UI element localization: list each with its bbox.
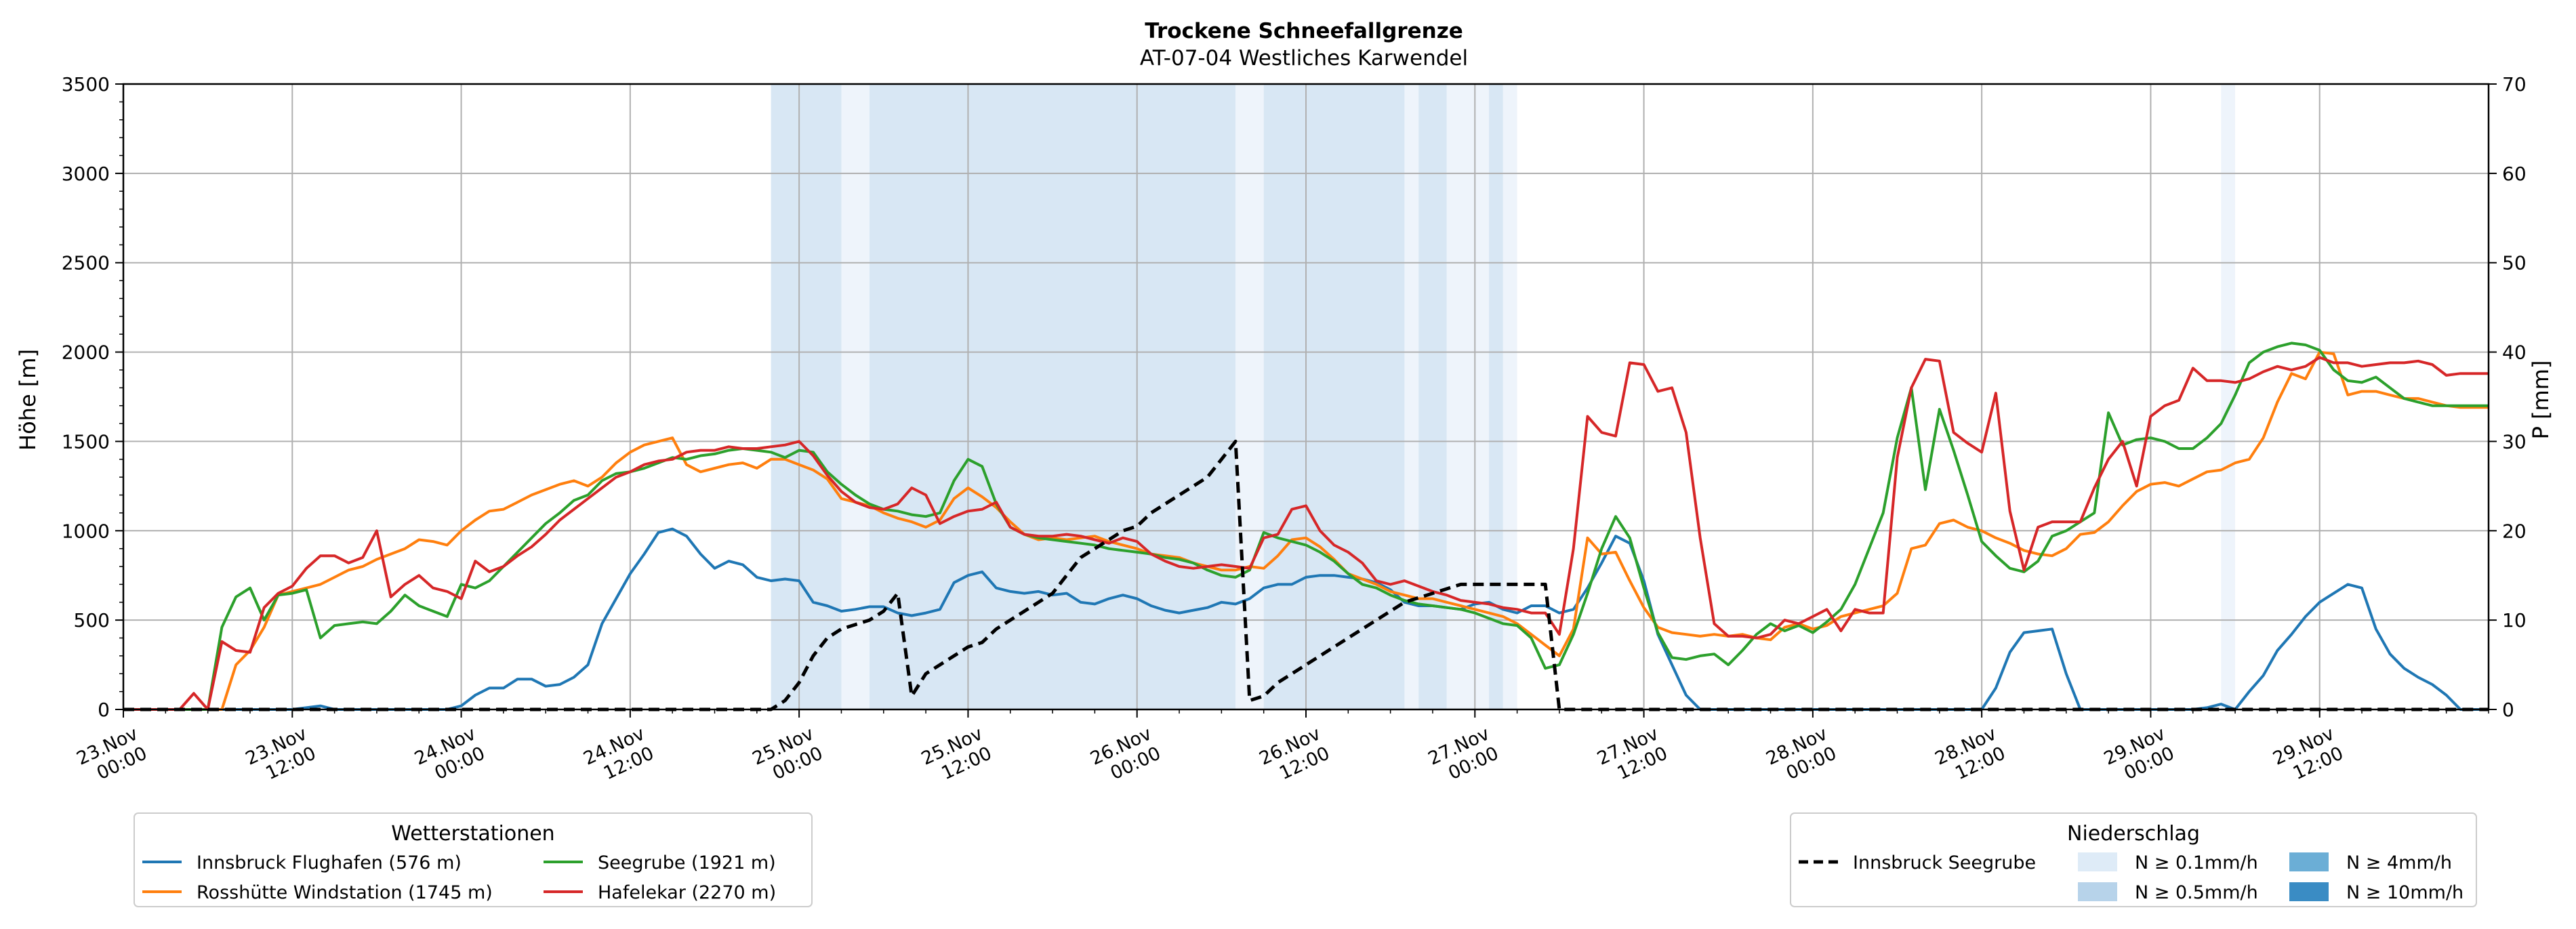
chart-title: Trockene Schneefallgrenze (1145, 19, 1463, 43)
y2-tick-label-5: 50 (2502, 252, 2527, 274)
legend-precip-title: Niederschlag (2067, 822, 2200, 846)
series-line-2 (123, 342, 2489, 711)
precipitation-bands (771, 84, 2236, 709)
precip-band-1 (841, 84, 870, 709)
y-tick-label-1: 500 (74, 609, 110, 632)
legend-precipitation: Niederschlag Innsbruck Seegrube N ≥ 0.1m… (1790, 812, 2477, 907)
y2-tick-label-2: 20 (2502, 520, 2527, 542)
legend-label-n4: N ≥ 4mm/h (2346, 852, 2452, 873)
precip-band-4 (1263, 84, 1405, 709)
y2-axis-ticks: 0 10 20 30 40 50 60 70 (2489, 73, 2527, 721)
precip-band-2 (870, 84, 1236, 709)
legend-swatch-n05 (2078, 882, 2117, 901)
y-tick-label-5: 2500 (62, 252, 110, 274)
y2-axis-label: P [mm] (2528, 360, 2554, 440)
legend-stations: Wetterstationen Innsbruck Flughafen (576… (134, 812, 813, 907)
precip-band-0 (771, 84, 842, 709)
legend-label-n10: N ≥ 10mm/h (2346, 882, 2463, 903)
y-tick-label-2: 1000 (62, 520, 110, 542)
legend-stations-title: Wetterstationen (391, 822, 554, 846)
precip-band-5 (1404, 84, 1419, 709)
y-axis-ticks: 0 500 1000 1500 2000 2500 3000 3500 (62, 73, 123, 721)
legend-label-innsbruck-flughafen: Innsbruck Flughafen (576 m) (197, 852, 462, 873)
y-tick-label-0: 0 (98, 699, 110, 721)
y-tick-label-6: 3000 (62, 163, 110, 185)
y2-tick-label-0: 0 (2502, 699, 2514, 721)
legend-swatch-n01 (2078, 852, 2117, 871)
series-line-4 (123, 439, 2489, 711)
y-tick-label-4: 2000 (62, 342, 110, 364)
precip-band-9 (1502, 84, 1517, 709)
legend-label-n05: N ≥ 0.5mm/h (2135, 882, 2258, 903)
y-axis-label: Höhe [m] (15, 349, 41, 451)
y2-tick-label-4: 40 (2502, 342, 2527, 364)
precip-band-8 (1489, 84, 1503, 709)
grid-lines (123, 84, 2489, 709)
y-tick-label-3: 1500 (62, 430, 110, 453)
series-line-3 (123, 356, 2489, 711)
y2-tick-label-7: 70 (2502, 73, 2527, 96)
y2-tick-label-1: 10 (2502, 609, 2527, 632)
precip-band-6 (1418, 84, 1447, 709)
precip-band-10 (2221, 84, 2236, 709)
precip-band-3 (1235, 84, 1264, 709)
legend-label-seegrube: Seegrube (1921 m) (598, 852, 776, 873)
legend-label-rosshuette: Rosshütte Windstation (1745 m) (197, 882, 493, 903)
legend-swatch-n10 (2289, 882, 2329, 901)
y-tick-label-7: 3500 (62, 73, 110, 96)
legend-label-n01: N ≥ 0.1mm/h (2135, 852, 2258, 873)
chart-subtitle: AT-07-04 Westliches Karwendel (1140, 46, 1468, 70)
y2-tick-label-6: 60 (2502, 163, 2527, 185)
legend-label-innsbruck-seegrube: Innsbruck Seegrube (1853, 852, 2036, 873)
legend-swatch-n4 (2289, 852, 2329, 871)
legend-label-hafelekar: Hafelekar (2270 m) (598, 882, 776, 903)
y2-tick-label-3: 30 (2502, 430, 2527, 453)
